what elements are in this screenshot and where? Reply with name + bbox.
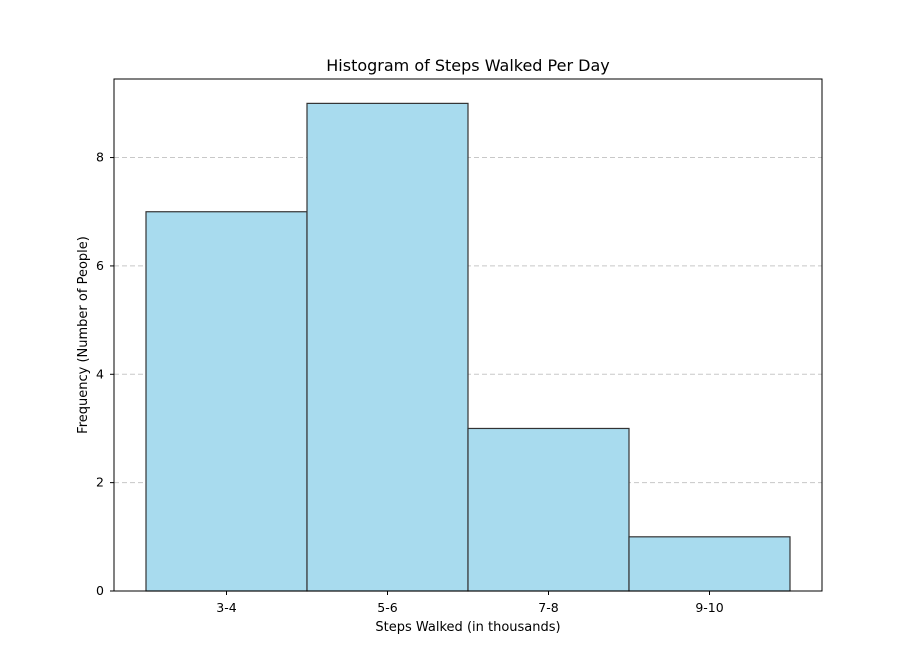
histogram-bar (628, 536, 791, 592)
x-axis-ticks: 3-4 5-6 7-8 9-10 (216, 591, 724, 615)
y-tick-label: 2 (96, 475, 104, 490)
x-tick-label: 9-10 (695, 600, 723, 615)
x-axis-label: Steps Walked (in thousands) (375, 620, 560, 635)
y-tick-label: 6 (96, 258, 104, 273)
x-tick-label: 5-6 (377, 600, 397, 615)
histogram-bar (467, 427, 630, 592)
y-tick-label: 4 (96, 366, 104, 381)
y-tick-label: 0 (96, 583, 104, 598)
x-tick-label: 3-4 (216, 600, 236, 615)
y-axis-label: Frequency (Number of People) (76, 236, 91, 434)
histogram-bar (145, 211, 308, 592)
y-axis-ticks: 0 2 4 6 8 (96, 150, 114, 598)
x-tick-label: 7-8 (538, 600, 558, 615)
plot-frame (113, 78, 823, 592)
chart-title: Histogram of Steps Walked Per Day (326, 56, 609, 75)
y-tick-label: 8 (96, 150, 104, 165)
histogram-bar (306, 102, 469, 592)
bars (145, 102, 791, 592)
